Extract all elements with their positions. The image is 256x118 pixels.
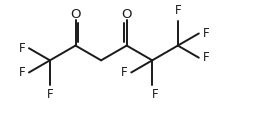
Text: F: F [18, 66, 25, 79]
Text: O: O [70, 8, 81, 21]
Text: F: F [202, 51, 209, 64]
Text: O: O [121, 8, 132, 21]
Text: F: F [175, 4, 181, 17]
Text: F: F [47, 88, 53, 101]
Text: F: F [121, 66, 127, 79]
Text: F: F [152, 88, 158, 101]
Text: F: F [18, 42, 25, 55]
Text: F: F [202, 27, 209, 40]
